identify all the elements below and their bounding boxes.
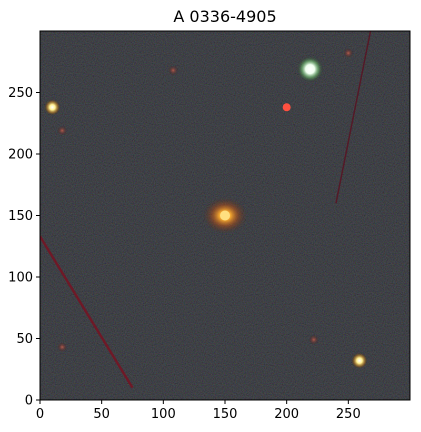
streak-layer [40,31,372,389]
y-axis: 0 50 100 150 200 250 [8,86,40,409]
x-tick-label: 150 [213,407,238,422]
x-tick-label: 100 [151,407,176,422]
figure-title: A 0336-4905 [173,7,276,26]
faint-source-4 [57,342,68,353]
x-tick-label: 50 [93,407,110,422]
y-tick-label: 0 [25,394,33,409]
bright-star-top-right [297,56,324,83]
x-axis: 0 50 100 150 200 250 [36,400,361,422]
faint-source-3 [343,48,354,59]
faint-source-5 [308,334,319,345]
x-tick-label: 250 [336,407,361,422]
x-tick-label: 200 [274,407,299,422]
y-tick-label: 150 [8,209,33,224]
y-tick-label: 50 [16,332,33,347]
y-tick-label: 250 [8,86,33,101]
image-panel [40,31,410,400]
faint-source-1 [57,125,68,136]
y-tick-label: 200 [8,148,33,163]
star-left [44,99,61,116]
source-layer [44,48,368,369]
faint-source-2 [168,65,179,76]
satellite-trail-upper-right [335,31,372,204]
galaxy-core [220,210,230,221]
y-tick-label: 100 [8,271,33,286]
x-tick-label: 0 [36,407,44,422]
small-red-source [282,103,291,112]
star-lower-right [351,352,368,369]
satellite-trail-lower-left [40,235,134,389]
